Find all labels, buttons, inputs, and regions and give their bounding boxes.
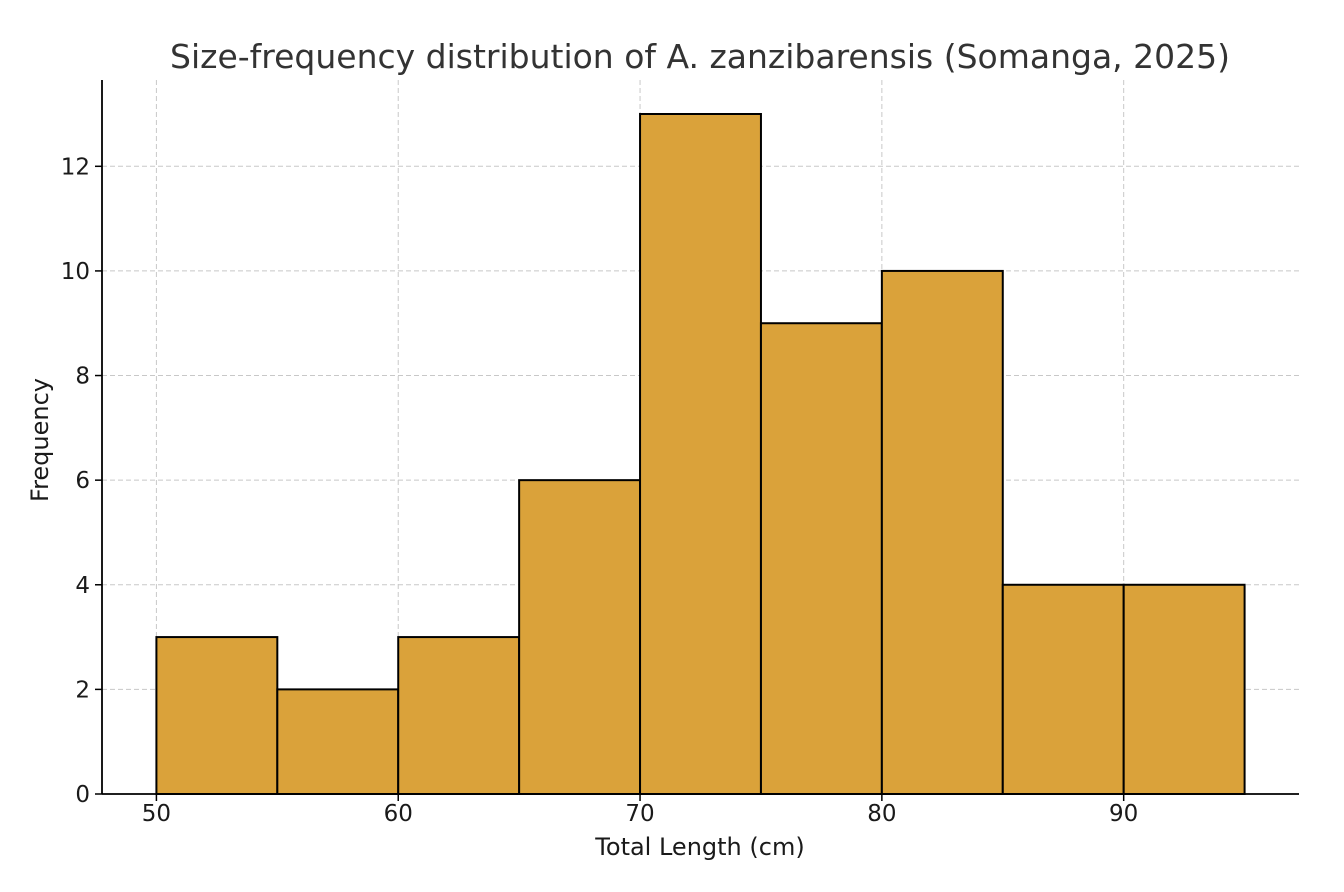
histogram-bar: [276, 688, 400, 796]
y-tick-label: 8: [75, 364, 90, 390]
x-tick-label: 70: [625, 801, 654, 827]
x-tick-label: 80: [867, 801, 896, 827]
y-tick-label: 10: [61, 259, 90, 285]
y-axis-label: Frequency: [26, 378, 54, 502]
y-tick-label: 6: [75, 468, 90, 494]
histogram-bar: [1122, 583, 1246, 795]
y-tick-label: 0: [75, 782, 90, 808]
histogram-bar: [518, 479, 642, 795]
histogram-bar: [1001, 583, 1125, 795]
chart-title: Size-frequency distribution of A. zanzib…: [170, 37, 1230, 76]
x-tick-label: 60: [384, 801, 413, 827]
y-tick-label: 12: [61, 154, 90, 180]
y-tick-label: 2: [75, 677, 90, 703]
histogram-bar: [759, 322, 883, 795]
x-tick-label: 90: [1109, 801, 1138, 827]
histogram-bar: [155, 636, 279, 795]
tick-labels: 50 60 70 80 90 0 2 4 6 8 10 12: [61, 154, 1139, 827]
histogram-bar: [397, 636, 521, 795]
histogram-bar: [639, 113, 762, 795]
x-axis-label: Total Length (cm): [594, 833, 804, 861]
y-tick-label: 4: [75, 573, 90, 599]
axes: [101, 80, 1299, 795]
histogram-bar: [880, 269, 1004, 795]
x-tick-label: 50: [142, 801, 171, 827]
histogram-bars: [155, 113, 1246, 796]
